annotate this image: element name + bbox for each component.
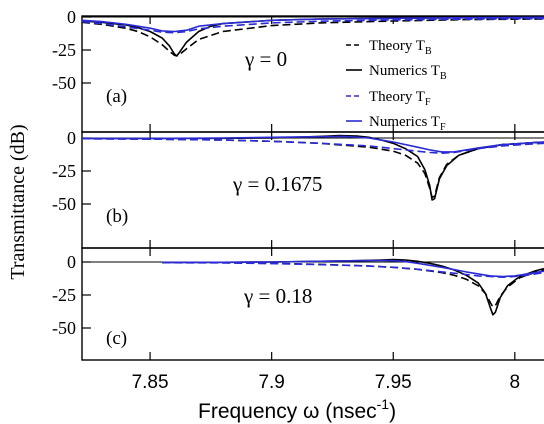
panel-a: 0 -25 -50 (a) γ = 0 — [52, 7, 544, 133]
panel-label: (c) — [106, 328, 127, 349]
legend-entry: Theory TB — [369, 38, 432, 57]
series-line-solid — [82, 135, 544, 153]
legend: Theory TB Numerics TB Theory TF Numerics TF — [346, 38, 447, 133]
gamma-label: γ = 0 — [244, 47, 287, 71]
panel-frame — [81, 247, 544, 361]
panel-label: (b) — [106, 206, 128, 227]
panels-group: 0 -25 -50 (a) γ = 0 0 -25 -50 (b) γ = 0.1675 0 -25 -… — [52, 7, 544, 361]
series-line-dashed — [162, 261, 544, 308]
y-tick-label: -50 — [52, 318, 76, 338]
y-tick-label: 0 — [67, 7, 76, 27]
y-tick-label: -25 — [52, 40, 76, 60]
gamma-label: γ = 0.1675 — [232, 172, 322, 196]
x-axis-label-close: ) — [389, 400, 396, 423]
x-tick-label: 7.95 — [375, 372, 412, 393]
panel-frame — [81, 15, 544, 133]
series-line-solid — [162, 259, 544, 278]
y-tick-label: -50 — [52, 194, 76, 214]
series-line-solid — [162, 258, 544, 316]
x-tick-label: 7.9 — [258, 372, 284, 393]
x-tick-label: 8 — [510, 372, 521, 393]
x-axis-label: Frequency ω (nsec-1) — [198, 396, 396, 423]
x-axis-label-main: Frequency ω (nsec — [198, 400, 377, 423]
series-line-dashed — [82, 137, 544, 154]
x-tick-labels: 7.85 7.9 7.95 8 — [132, 372, 521, 393]
y-axis-label: Transmittance (dB) — [7, 124, 29, 279]
panel-b: 0 -25 -50 (b) γ = 0.1675 — [52, 128, 544, 249]
panel-label: (a) — [106, 86, 127, 107]
y-tick-label: -25 — [52, 161, 76, 181]
x-axis-label-exponent: -1 — [377, 396, 390, 412]
series-line-dashed — [82, 17, 544, 34]
series-line-dashed — [82, 18, 544, 57]
gamma-label: γ = 0.18 — [243, 284, 312, 308]
legend-entry: Numerics TB — [369, 63, 447, 82]
legend-entry: Numerics TF — [369, 114, 446, 133]
y-tick-label: -25 — [52, 285, 76, 305]
y-tick-label: 0 — [67, 252, 76, 272]
panel-c: 0 -25 -50 (c) γ = 0.18 — [52, 247, 544, 361]
x-tick-label: 7.85 — [132, 372, 169, 393]
y-tick-label: -50 — [52, 73, 76, 93]
y-tick-label: 0 — [67, 128, 76, 148]
series-line-dashed — [82, 137, 544, 199]
legend-entry: Theory TF — [369, 89, 431, 108]
series-line-solid — [82, 16, 544, 33]
